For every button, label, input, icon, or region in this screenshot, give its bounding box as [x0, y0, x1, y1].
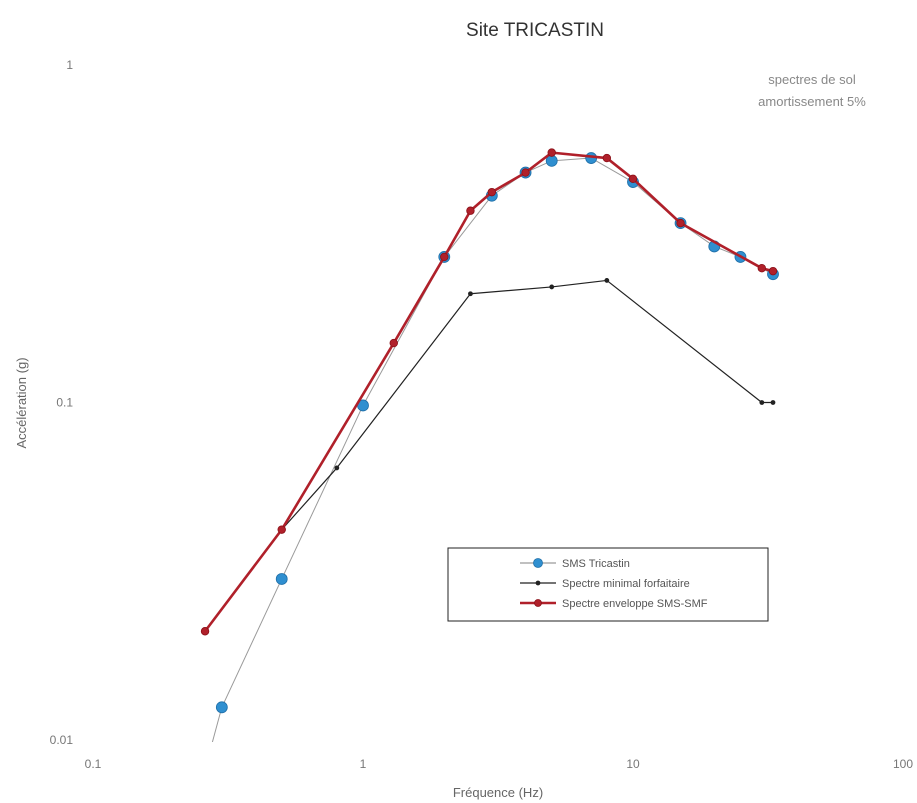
data-point [770, 400, 776, 405]
data-point [275, 573, 288, 585]
data-point [604, 278, 610, 283]
data-point [768, 266, 778, 276]
legend-marker [534, 599, 542, 607]
data-point [757, 263, 767, 273]
legend-item: SMS Tricastin [520, 558, 630, 570]
y-axis-label: Accélération (g) [14, 357, 29, 448]
legend-label: Spectre minimal forfaitaire [562, 578, 690, 590]
axis-layer: 0.1 1 10 100 0.01 0.1 1 [50, 58, 914, 771]
series-0 [211, 152, 779, 742]
series-line [211, 157, 774, 742]
data-point [759, 400, 765, 405]
annotation-line-1: spectres de sol [768, 72, 856, 87]
data-point [487, 187, 497, 197]
data-point [440, 252, 449, 262]
data-point [676, 218, 685, 228]
x-axis-label: Fréquence (Hz) [453, 785, 543, 800]
legend: SMS Tricastin Spectre minimal forfaitaire… [447, 547, 769, 622]
y-tick-label: 0.01 [50, 733, 74, 747]
data-point [547, 148, 556, 157]
data-point [277, 525, 286, 534]
data-point [468, 291, 473, 297]
chart-title: Site TRICASTIN [466, 20, 604, 41]
x-tick-label: 0.1 [85, 757, 102, 771]
data-point [549, 284, 555, 290]
legend-item: Spectre minimal forfaitaire [520, 578, 690, 590]
y-tick-label: 1 [66, 58, 73, 72]
data-point [215, 701, 228, 714]
data-point [200, 627, 210, 636]
data-point [334, 465, 340, 471]
legend-label: Spectre enveloppe SMS-SMF [562, 598, 708, 610]
x-tick-label: 100 [893, 757, 913, 771]
x-tick-label: 1 [360, 757, 367, 771]
legend-item: Spectre enveloppe SMS-SMF [520, 598, 708, 610]
series-1 [279, 278, 776, 533]
annotation-line-2: amortissement 5% [758, 94, 866, 109]
y-tick-label: 0.1 [56, 396, 73, 410]
series-2 [200, 148, 778, 636]
legend-marker [533, 558, 543, 568]
data-point [521, 168, 530, 177]
data-point [628, 174, 638, 184]
legend-box [447, 547, 769, 622]
data-point [389, 338, 398, 348]
legend-marker [535, 580, 541, 586]
x-tick-label: 10 [626, 757, 640, 771]
data-point [466, 206, 475, 215]
data-point [602, 153, 612, 163]
series-layer [200, 148, 779, 742]
legend-label: SMS Tricastin [562, 558, 630, 570]
